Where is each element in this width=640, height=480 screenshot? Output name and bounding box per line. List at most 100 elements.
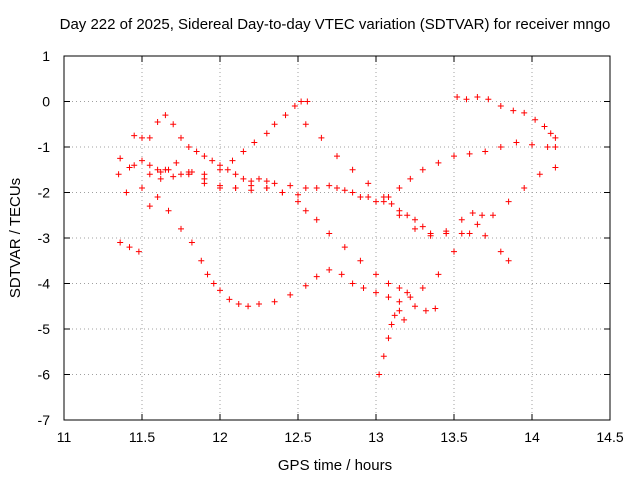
data-point [256,175,262,182]
data-point [365,180,372,187]
data-point [482,232,489,239]
data-point [126,244,133,251]
x-tick-label: 11 [57,429,72,445]
data-point [529,141,535,148]
data-point [497,103,504,110]
data-point [334,153,340,160]
data-point [188,239,195,246]
data-point [204,271,211,278]
data-point [385,294,392,301]
data-point [474,93,481,100]
data-point [170,121,177,128]
data-point [240,175,247,182]
x-tick-label: 11.5 [129,429,155,445]
data-point [401,316,408,323]
data-point [224,166,231,173]
series-track-6 [376,294,414,378]
data-point [541,123,548,130]
data-point [412,303,418,310]
data-point [131,162,138,169]
data-point [313,273,320,280]
data-point [318,134,325,141]
data-point [360,285,367,292]
data-point [463,96,470,103]
data-point [126,164,133,171]
x-tick-label: 14 [524,429,540,445]
data-point [146,203,153,210]
data-point [298,98,305,105]
data-point [302,207,309,214]
data-point [154,166,161,173]
data-point [505,198,512,205]
x-tick-label: 12.5 [284,429,311,445]
y-axis-label: SDTVAR / TECUs [7,178,24,298]
data-point [178,171,184,178]
data-point [248,182,255,189]
data-point [302,282,309,289]
data-point [357,194,364,201]
data-point [271,298,278,305]
data-point [373,271,379,278]
series-track-3 [131,112,559,205]
data-point [326,266,333,273]
data-point [313,184,320,191]
data-point [451,248,457,255]
data-point [170,173,177,180]
y-tick-label: -3 [38,230,51,246]
data-point [295,191,301,198]
data-point [497,248,504,255]
data-point [505,257,512,264]
data-point [544,144,551,150]
data-point [373,198,379,205]
data-point [407,294,414,301]
data-point [412,225,418,232]
data-point [263,130,270,137]
data-point [458,216,465,223]
data-point [391,312,398,319]
data-point [304,98,311,105]
x-tick-label: 13 [368,429,384,445]
data-point [349,166,356,173]
data-point [552,144,559,150]
data-point [162,166,169,173]
data-point [240,148,247,155]
y-tick-label: 1 [42,48,50,64]
data-marks [115,93,559,378]
data-point [271,180,278,187]
data-point [256,300,262,307]
data-point [380,198,387,205]
data-point [295,198,301,205]
x-tick-label: 12 [212,429,228,445]
data-point [173,159,180,166]
data-point [178,134,184,141]
data-point [388,321,395,328]
data-point [435,159,442,166]
series-track-4 [117,155,512,296]
data-point [146,134,153,141]
data-point [326,230,333,237]
series-track-8 [334,184,486,239]
data-point [165,207,172,214]
data-point [497,144,504,150]
series-track-5 [123,121,559,237]
data-point [135,248,142,255]
plot-frame [63,55,611,421]
data-point [443,230,450,237]
data-point [521,109,528,116]
data-point [466,150,473,157]
y-tick-label: -1 [38,139,51,155]
data-point [154,194,161,201]
data-point [263,178,270,185]
data-point [419,166,426,173]
x-tick-label: 14.5 [596,429,623,445]
data-point [251,139,258,146]
data-point [123,189,130,196]
data-point [521,184,528,191]
data-point [338,271,345,278]
grid-lines [64,56,610,420]
data-point [385,335,392,342]
data-point [334,184,340,191]
y-tick-label: 0 [42,94,50,110]
y-tick-labels: -7 -6 -5 -4 -3 -2 -1 0 1 [38,48,51,428]
